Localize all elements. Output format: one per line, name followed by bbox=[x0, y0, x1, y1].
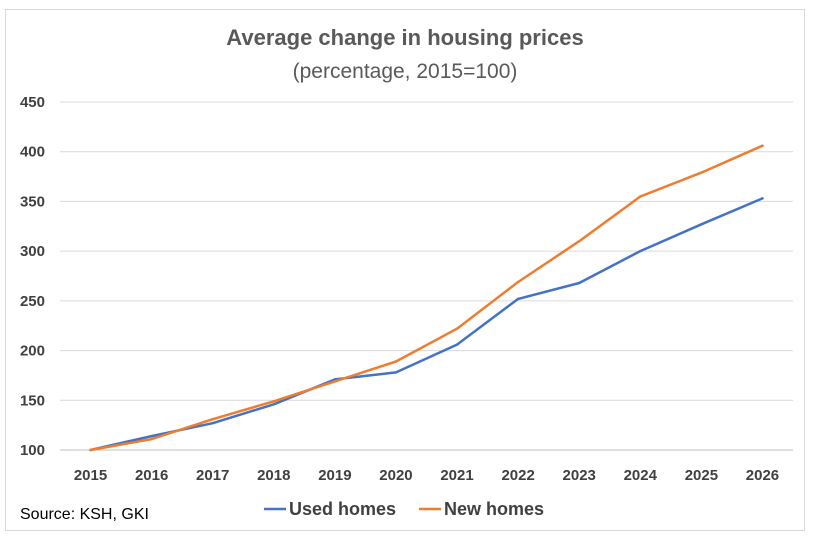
series-line-new-homes bbox=[89, 144, 764, 452]
data-point-new-homes bbox=[639, 195, 642, 198]
y-tick-label: 200 bbox=[20, 343, 45, 360]
x-tick-label: 2023 bbox=[563, 467, 596, 484]
data-point-new-homes bbox=[272, 400, 275, 403]
data-point-new-homes bbox=[516, 280, 520, 284]
series-line-used-homes bbox=[89, 197, 764, 452]
x-tick-label: 2015 bbox=[74, 467, 107, 484]
y-tick-label: 150 bbox=[20, 392, 45, 409]
source-note: Source: KSH, GKI bbox=[20, 506, 149, 523]
data-point-used-homes bbox=[211, 421, 214, 425]
series-lines bbox=[89, 144, 764, 452]
x-tick-label: 2024 bbox=[624, 467, 658, 484]
data-point-used-homes bbox=[516, 297, 520, 301]
x-axis-tick-labels: 2015 2016 2017 2018 2019 2020 2021 2022 2023 2024… bbox=[74, 467, 779, 484]
data-point-used-homes bbox=[761, 197, 764, 200]
x-tick-label: 2025 bbox=[685, 467, 718, 484]
data-point-new-homes bbox=[578, 240, 581, 243]
data-point-new-homes bbox=[150, 437, 153, 441]
x-tick-label: 2019 bbox=[318, 467, 351, 484]
x-tick-label: 2026 bbox=[746, 467, 779, 484]
x-tick-label: 2021 bbox=[440, 467, 473, 484]
data-point-used-homes bbox=[639, 249, 642, 253]
y-tick-label: 250 bbox=[20, 293, 45, 310]
y-tick-label: 100 bbox=[20, 442, 45, 459]
data-point-used-homes bbox=[700, 223, 703, 226]
data-point-new-homes bbox=[333, 380, 337, 383]
gridlines bbox=[60, 101, 793, 451]
y-tick-label: 450 bbox=[20, 94, 45, 111]
data-point-new-homes bbox=[89, 448, 92, 452]
x-tick-label: 2017 bbox=[196, 467, 229, 484]
x-tick-label: 2016 bbox=[135, 467, 168, 484]
data-point-new-homes bbox=[394, 360, 398, 363]
chart-frame bbox=[5, 9, 805, 531]
legend-label-used-homes: Used homes bbox=[289, 499, 396, 519]
y-tick-label: 400 bbox=[20, 144, 45, 161]
data-point-new-homes bbox=[700, 171, 703, 174]
y-tick-label: 350 bbox=[20, 193, 45, 210]
x-tick-label: 2018 bbox=[257, 467, 290, 484]
data-point-used-homes bbox=[150, 434, 153, 438]
y-axis-tick-labels: 100 150 200 250 300 350 400 450 bbox=[20, 94, 45, 459]
data-point-new-homes bbox=[455, 327, 459, 330]
legend-label-new-homes: New homes bbox=[444, 499, 544, 519]
x-tick-label: 2022 bbox=[501, 467, 534, 484]
chart-title: Average change in housing prices bbox=[226, 25, 583, 50]
chart-subtitle: (percentage, 2015=100) bbox=[293, 60, 518, 83]
legend: Used homes New homes bbox=[264, 499, 544, 519]
data-point-used-homes bbox=[455, 343, 459, 346]
data-point-new-homes bbox=[761, 144, 764, 147]
data-point-used-homes bbox=[272, 403, 275, 406]
x-tick-label: 2020 bbox=[379, 467, 412, 484]
data-point-used-homes bbox=[394, 371, 398, 374]
data-point-used-homes bbox=[578, 281, 581, 285]
y-tick-label: 300 bbox=[20, 243, 45, 260]
data-point-new-homes bbox=[211, 417, 214, 421]
